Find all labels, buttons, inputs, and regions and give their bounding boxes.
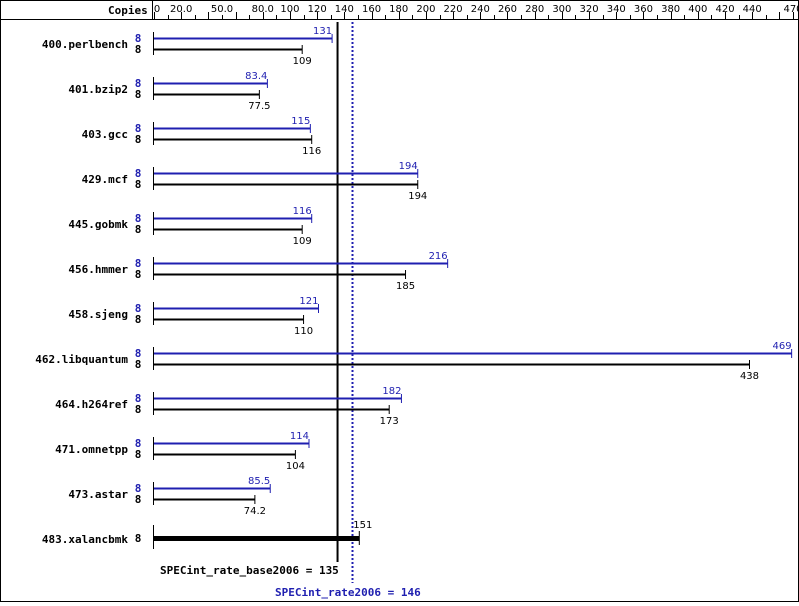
base-value-label: 173 <box>380 416 399 427</box>
base-copies-value: 8 <box>135 403 142 416</box>
peak-copies-value: 8 <box>135 482 142 495</box>
base-copies-value: 8 <box>135 313 142 326</box>
peak-copies-value: 8 <box>135 392 142 405</box>
base-value-label: 77.5 <box>248 101 270 112</box>
benchmark-label: 456.hmmer <box>68 263 128 276</box>
peak-copies-value: 8 <box>135 302 142 315</box>
benchmark-label: 401.bzip2 <box>68 83 128 96</box>
benchmark-label: 483.xalancbmk <box>42 533 128 546</box>
base-value-label: 109 <box>293 236 312 247</box>
tick-label: 400 <box>688 4 707 15</box>
peak-value-label: 83.4 <box>245 71 267 82</box>
benchmark-label: 429.mcf <box>82 173 128 186</box>
base-value-label: 110 <box>294 326 313 337</box>
tick-label: 320 <box>580 4 599 15</box>
tick-label: 220 <box>444 4 463 15</box>
peak-copies-value: 8 <box>135 77 142 90</box>
tick-label: 100 <box>280 4 299 15</box>
tick-label: 120 <box>308 4 327 15</box>
base-score-label: SPECint_rate_base2006 = 135 <box>160 564 339 577</box>
base-value-label: 151 <box>353 520 372 531</box>
peak-copies-value: 8 <box>135 437 142 450</box>
base-copies-value: 8 <box>135 268 142 281</box>
tick-label: 20.0 <box>170 4 192 15</box>
base-value-label: 74.2 <box>244 506 266 517</box>
benchmark-label: 458.sjeng <box>68 308 128 321</box>
base-copies-value: 8 <box>135 133 142 146</box>
copies-value: 8 <box>135 532 142 545</box>
peak-value-label: 121 <box>299 296 318 307</box>
base-copies-value: 8 <box>135 178 142 191</box>
base-copies-value: 8 <box>135 223 142 236</box>
tick-label: 0 <box>154 4 160 15</box>
base-value-label: 116 <box>302 146 321 157</box>
tick-label: 420 <box>715 4 734 15</box>
tick-label: 50.0 <box>211 4 233 15</box>
peak-copies-value: 8 <box>135 212 142 225</box>
tick-label: 380 <box>661 4 680 15</box>
tick-label: 440 <box>743 4 762 15</box>
peak-value-label: 194 <box>399 161 418 172</box>
tick-label: 200 <box>416 4 435 15</box>
base-copies-value: 8 <box>135 448 142 461</box>
peak-copies-value: 8 <box>135 257 142 270</box>
peak-value-label: 115 <box>291 116 310 127</box>
base-value-label: 438 <box>740 371 759 382</box>
tick-label: 280 <box>525 4 544 15</box>
benchmark-label: 473.astar <box>68 488 128 501</box>
benchmark-label: 445.gobmk <box>68 218 128 231</box>
peak-copies-value: 8 <box>135 347 142 360</box>
peak-copies-value: 8 <box>135 122 142 135</box>
peak-value-label: 469 <box>773 341 792 352</box>
tick-label: 80.0 <box>252 4 274 15</box>
tick-label: 160 <box>362 4 381 15</box>
tick-label: 360 <box>634 4 653 15</box>
base-value-label: 109 <box>293 56 312 67</box>
copies-header: Copies <box>108 4 148 17</box>
benchmark-label: 403.gcc <box>82 128 128 141</box>
base-value-label: 194 <box>408 191 427 202</box>
tick-label: 300 <box>552 4 571 15</box>
benchmark-label: 464.h264ref <box>55 398 128 411</box>
tick-label: 180 <box>389 4 408 15</box>
tick-label: 240 <box>471 4 490 15</box>
tick-label: 470 <box>783 4 799 15</box>
base-value-label: 185 <box>396 281 415 292</box>
tick-label: 260 <box>498 4 517 15</box>
tick-label: 340 <box>607 4 626 15</box>
benchmark-label: 400.perlbench <box>42 38 128 51</box>
peak-value-label: 114 <box>290 431 309 442</box>
peak-copies-value: 8 <box>135 167 142 180</box>
base-copies-value: 8 <box>135 43 142 56</box>
benchmark-label: 462.libquantum <box>35 353 128 366</box>
base-copies-value: 8 <box>135 358 142 371</box>
peak-value-label: 216 <box>429 251 448 262</box>
benchmark-label: 471.omnetpp <box>55 443 128 456</box>
base-bar <box>154 536 360 541</box>
peak-value-label: 116 <box>293 206 312 217</box>
base-copies-value: 8 <box>135 88 142 101</box>
peak-value-label: 182 <box>382 386 401 397</box>
base-copies-value: 8 <box>135 493 142 506</box>
tick-label: 140 <box>335 4 354 15</box>
peak-score-label: SPECint_rate2006 = 146 <box>275 586 421 599</box>
base-value-label: 104 <box>286 461 305 472</box>
peak-value-label: 85.5 <box>248 476 270 487</box>
peak-value-label: 131 <box>313 26 332 37</box>
peak-copies-value: 8 <box>135 32 142 45</box>
